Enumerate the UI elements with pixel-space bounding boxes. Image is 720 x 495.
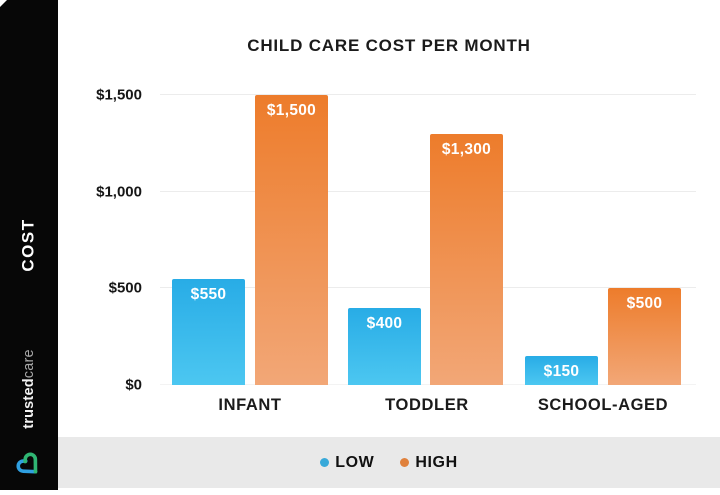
legend-label-high: HIGH (415, 453, 458, 471)
bar-value-label: $1,500 (266, 102, 317, 119)
bar-school-aged-low: $150 (525, 356, 598, 385)
gridline-500 (160, 287, 696, 289)
legend-item-low: LOW (320, 454, 374, 472)
chart-title: CHILD CARE COST PER MONTH (247, 36, 531, 55)
corner-notch (0, 0, 7, 7)
y-tick-0: $0 (125, 376, 142, 394)
y-tick-1000: $1,000 (96, 183, 142, 201)
bar-value-label: $500 (626, 295, 663, 312)
bar-infant-low: $550 (172, 279, 245, 385)
y-axis-title: COST (0, 180, 58, 310)
bar-infant-high: $1,500 (255, 95, 328, 385)
brand-name-light: care (21, 349, 37, 379)
y-tick-1500: $1,500 (96, 86, 142, 104)
bar-value-label: $550 (190, 286, 227, 303)
bar-value-label: $1,300 (441, 141, 492, 158)
bar-toddler-high: $1,300 (430, 134, 503, 385)
legend: LOW HIGH (58, 437, 720, 488)
gridline-0 (160, 384, 696, 385)
brand-name-bold: trusted (21, 378, 37, 429)
bar-school-aged-high: $500 (608, 288, 681, 385)
sidebar: COST trustedcare (0, 0, 58, 490)
legend-dot-high-icon (400, 458, 410, 467)
y-axis-title-label: COST (18, 218, 38, 272)
brand-wordmark: trustedcare (0, 323, 58, 455)
gridline-1500 (160, 94, 696, 95)
y-tick-500: $500 (108, 279, 142, 297)
legend-dot-low-icon (320, 458, 330, 467)
bar-value-label: $150 (543, 363, 580, 380)
x-category-infant: INFANT (218, 396, 282, 414)
heart-logo-icon (16, 452, 38, 474)
legend-item-high: HIGH (400, 454, 457, 472)
x-category-school-aged: SCHOOL-AGED (537, 396, 669, 414)
bar-value-label: $400 (366, 315, 403, 332)
x-category-toddler: TODDLER (385, 396, 469, 414)
bar-toddler-low: $400 (348, 308, 421, 385)
legend-label-low: LOW (335, 453, 375, 471)
gridline-1000 (160, 190, 696, 192)
